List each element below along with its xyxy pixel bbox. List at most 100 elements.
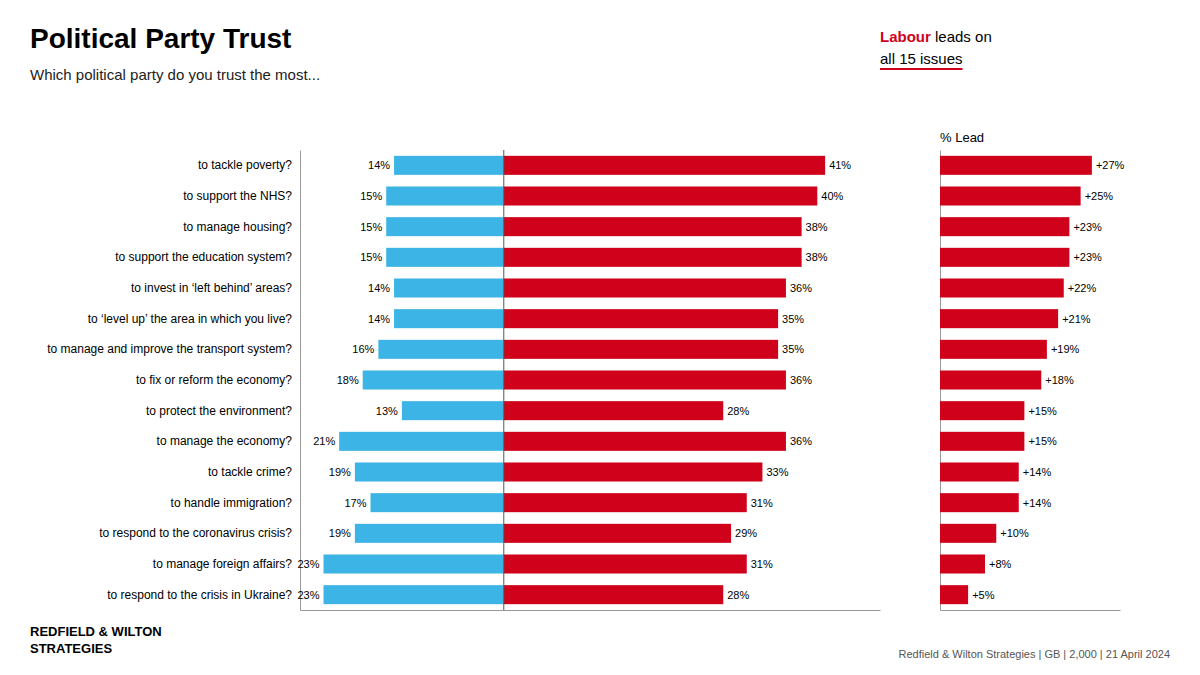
data-label: 21% bbox=[313, 435, 335, 447]
bar bbox=[386, 217, 504, 236]
y-axis-line bbox=[300, 151, 301, 611]
data-label: +10% bbox=[1000, 527, 1029, 539]
data-label: +15% bbox=[1028, 435, 1057, 447]
bar bbox=[394, 278, 504, 297]
data-label: 17% bbox=[345, 497, 367, 509]
bar bbox=[940, 248, 1069, 267]
annotation: Labour leads on bbox=[880, 28, 992, 45]
data-labels: 14%15%15%15%14%14%16%18%13%21%19%17%19%2… bbox=[297, 159, 851, 600]
tick-label: to support the NHS? bbox=[183, 189, 292, 203]
tick: to handle immigration? bbox=[171, 496, 300, 510]
bar bbox=[394, 156, 504, 175]
annotation: all 15 issues bbox=[880, 50, 963, 67]
data-label: 36% bbox=[790, 282, 812, 294]
lead-panel: % Lead+27%+25%+23%+23%+22%+21%+19%+18%+1… bbox=[940, 130, 1125, 611]
data-label: 28% bbox=[727, 589, 749, 601]
tick: to respond to the crisis in Ukraine? bbox=[107, 588, 300, 602]
tick: to manage foreign affairs? bbox=[153, 557, 300, 571]
data-label: +22% bbox=[1068, 282, 1097, 294]
data-label: 35% bbox=[782, 343, 804, 355]
data-label: 19% bbox=[329, 527, 351, 539]
bar bbox=[504, 524, 731, 543]
data-label: +8% bbox=[989, 558, 1012, 570]
tick-label: to manage the economy? bbox=[157, 434, 293, 448]
annotation-part: Labour bbox=[880, 28, 931, 45]
bar bbox=[940, 217, 1069, 236]
tick-label: to manage housing? bbox=[183, 220, 292, 234]
annotation-underline bbox=[880, 68, 963, 70]
tick-label: to invest in ‘left behind’ areas? bbox=[131, 281, 292, 295]
annotation-part: leads on bbox=[931, 28, 992, 45]
tick: to manage and improve the transport syst… bbox=[47, 342, 300, 356]
data-label: 15% bbox=[360, 251, 382, 263]
bar bbox=[371, 493, 504, 512]
tick-label: to handle immigration? bbox=[171, 496, 293, 510]
bars bbox=[940, 156, 1092, 604]
bar bbox=[324, 554, 504, 573]
x-axis-line bbox=[941, 610, 1121, 611]
brand-line: REDFIELD & WILTON bbox=[30, 624, 162, 639]
data-label: 19% bbox=[329, 466, 351, 478]
tick-label: to manage foreign affairs? bbox=[153, 557, 293, 571]
series bbox=[504, 156, 825, 604]
tick: to protect the environment? bbox=[146, 404, 300, 418]
data-label: +23% bbox=[1073, 221, 1102, 233]
tick-label: to respond to the coronavirus crisis? bbox=[99, 526, 292, 540]
bar bbox=[339, 432, 504, 451]
bar bbox=[940, 524, 996, 543]
data-label: 14% bbox=[368, 282, 390, 294]
bar bbox=[940, 432, 1024, 451]
bar bbox=[504, 186, 818, 205]
data-label: 33% bbox=[766, 466, 788, 478]
bar bbox=[940, 309, 1058, 328]
data-label: 41% bbox=[829, 159, 851, 171]
tick-label: to tackle poverty? bbox=[198, 158, 292, 172]
bar bbox=[504, 309, 778, 328]
bar bbox=[363, 370, 504, 389]
data-label: +19% bbox=[1051, 343, 1080, 355]
bar bbox=[504, 156, 825, 175]
tick-label: to protect the environment? bbox=[146, 404, 292, 418]
center-line bbox=[503, 150, 504, 610]
bar bbox=[504, 217, 802, 236]
x-axis-line bbox=[301, 610, 881, 611]
data-label: 18% bbox=[337, 374, 359, 386]
data-label: 36% bbox=[790, 374, 812, 386]
bar bbox=[504, 432, 786, 451]
bar bbox=[504, 462, 763, 481]
bar bbox=[402, 401, 504, 420]
bar bbox=[355, 524, 504, 543]
tick-label: to fix or reform the economy? bbox=[136, 373, 292, 387]
tick-label: to support the education system? bbox=[115, 250, 292, 264]
chart-canvas: Political Party TrustWhich political par… bbox=[0, 0, 1200, 675]
x-axis bbox=[301, 610, 881, 611]
main-panel: to tackle poverty? to support the NHS? to … bbox=[47, 150, 880, 611]
bar bbox=[940, 186, 1081, 205]
data-label: 15% bbox=[360, 190, 382, 202]
bar bbox=[504, 370, 786, 389]
data-label: 14% bbox=[368, 159, 390, 171]
bar bbox=[504, 278, 786, 297]
bar bbox=[504, 248, 802, 267]
data-label: 23% bbox=[297, 558, 319, 570]
data-label: 38% bbox=[806, 221, 828, 233]
data-label: 13% bbox=[376, 405, 398, 417]
title: Political Party Trust bbox=[30, 23, 291, 54]
bar bbox=[940, 462, 1019, 481]
data-label: 31% bbox=[751, 558, 773, 570]
data-label: 35% bbox=[782, 313, 804, 325]
bar bbox=[940, 401, 1024, 420]
data-label: +21% bbox=[1062, 313, 1091, 325]
tick: to manage housing? bbox=[183, 220, 300, 234]
bar bbox=[940, 493, 1019, 512]
data-label: +27% bbox=[1096, 159, 1125, 171]
tick: to tackle poverty? bbox=[198, 158, 300, 172]
tick: to tackle crime? bbox=[208, 465, 300, 479]
tick: to fix or reform the economy? bbox=[136, 373, 300, 387]
bar bbox=[940, 340, 1047, 359]
data-label: 23% bbox=[297, 589, 319, 601]
data-label: 14% bbox=[368, 313, 390, 325]
data-label: +25% bbox=[1085, 190, 1114, 202]
bar bbox=[378, 340, 503, 359]
x-axis bbox=[941, 610, 1121, 611]
